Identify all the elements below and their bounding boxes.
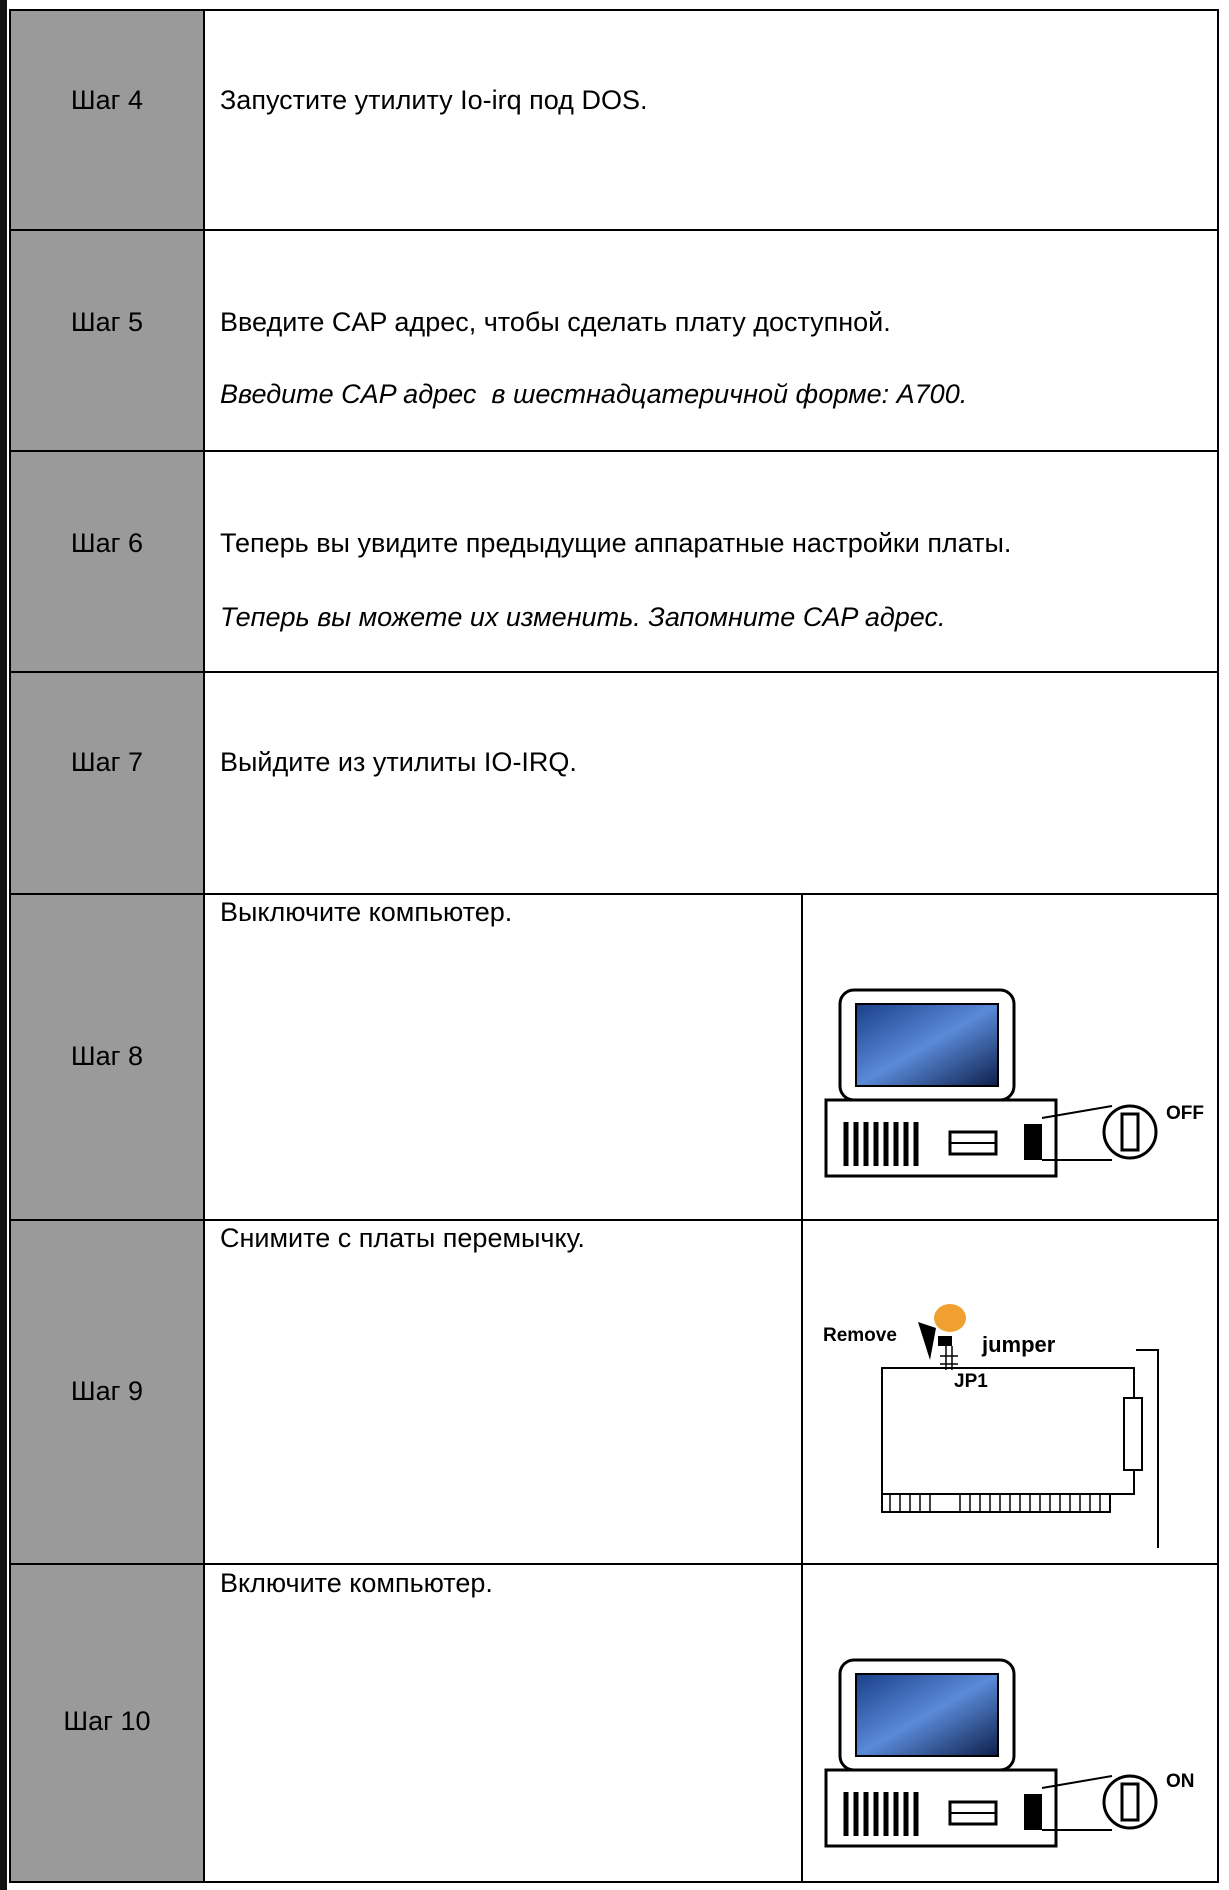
step-label: Шаг 10 xyxy=(63,1706,150,1736)
left-border xyxy=(0,0,7,1890)
card-label: jumper xyxy=(981,1332,1056,1357)
switch-label: OFF xyxy=(1166,1103,1204,1124)
step-label: Шаг 5 xyxy=(71,307,143,337)
card-illustration xyxy=(881,1304,1159,1548)
step-text: Выключите компьютер. xyxy=(220,897,512,927)
card-label: JP1 xyxy=(954,1371,988,1392)
grid xyxy=(9,9,1219,1883)
step-label: Шаг 7 xyxy=(71,747,143,777)
step-label: Шаг 6 xyxy=(71,528,143,558)
step-text: Снимите с платы перемычку. xyxy=(220,1223,585,1253)
step-text: Включите компьютер. xyxy=(220,1568,493,1598)
step-column xyxy=(10,10,204,1882)
step-label: Шаг 4 xyxy=(71,85,143,115)
step-text: Введите CAP адрес, чтобы сделать плату д… xyxy=(220,307,891,337)
step-text: Выйдите из утилиты IO-IRQ. xyxy=(220,747,577,777)
step-text: Запустите утилиту Io-irq под DOS. xyxy=(220,85,647,115)
step-note: Теперь вы можете их изменить. Запомните … xyxy=(220,602,946,632)
step-note: Введите CAP адрес в шестнадцатеричной фо… xyxy=(220,379,967,409)
step-label: Шаг 9 xyxy=(71,1376,143,1406)
switch-label: ON xyxy=(1166,1771,1195,1792)
step-text: Теперь вы увидите предыдущие аппаратные … xyxy=(220,528,1011,558)
card-label: Remove xyxy=(823,1325,897,1346)
step-label: Шаг 8 xyxy=(71,1041,143,1071)
